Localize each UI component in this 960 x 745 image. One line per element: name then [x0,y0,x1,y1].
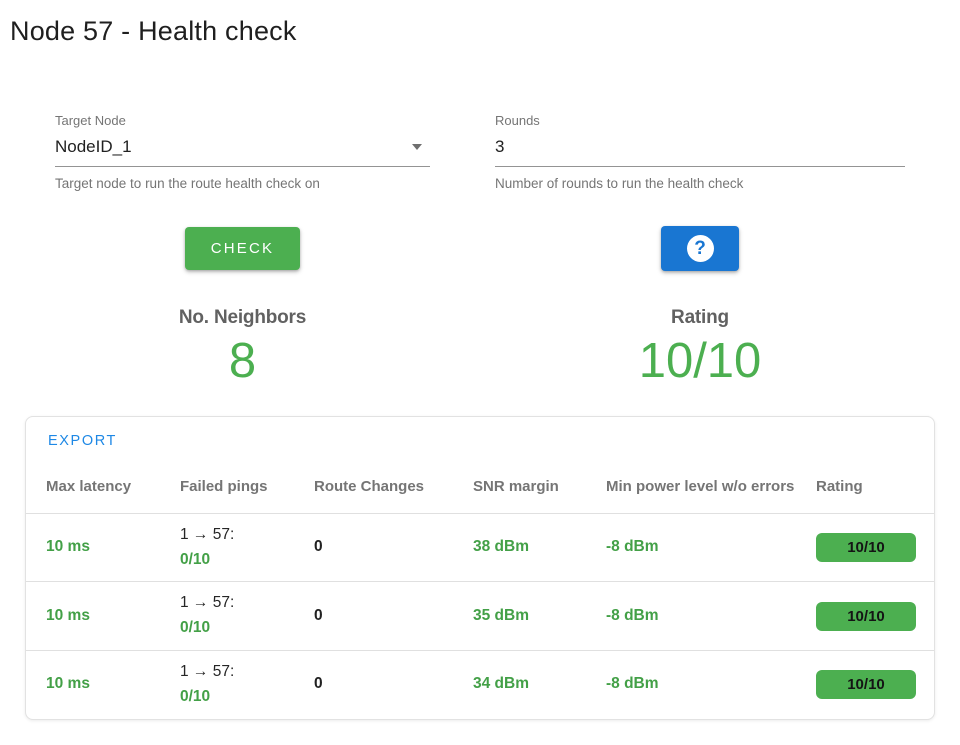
rounds-field-group: Rounds Number of rounds to run the healt… [495,113,905,191]
column-header-failed-pings: Failed pings [180,478,268,495]
rating-badge: 10/10 [816,533,916,563]
check-button[interactable]: CHECK [184,227,301,270]
failed-pings-score: 0/10 [180,619,211,637]
rating-stat-value: 10/10 [638,334,762,388]
target-node-selected-value: NodeID_1 [55,137,132,156]
column-header-min-power: Min power level w/o errors [606,478,795,495]
table-row: 10 ms 1 → 57: 0/10 0 38 dBm -8 dBm 10/10 [26,513,934,582]
target-node-label: Target Node [55,113,126,128]
health-check-form: Target Node NodeID_1 Target node to run … [55,113,905,191]
max-latency-cell: 10 ms [46,675,90,693]
rounds-input[interactable] [495,137,905,157]
failed-pings-route: 1 → 57: [180,594,235,612]
table-body: 10 ms 1 → 57: 0/10 0 38 dBm -8 dBm 10/10… [26,513,934,718]
question-mark-icon: ? [686,235,714,262]
route-changes-cell: 0 [314,538,323,556]
rating-badge: 10/10 [816,601,916,631]
chevron-down-icon [412,144,422,150]
rating-cell: 10/10 [816,513,934,582]
actions-row: CHECK ? [55,226,905,271]
neighbors-stat-value: 8 [228,334,257,388]
rounds-helper-text: Number of rounds to run the health check [495,176,744,191]
failed-pings-score: 0/10 [180,550,211,568]
target-node-field-group: Target Node NodeID_1 Target node to run … [55,113,430,191]
table-header-row: Max latency Failed pings Route Changes S… [26,462,934,513]
min-power-cell: -8 dBm [606,606,659,624]
stats-row: No. Neighbors 8 Rating 10/10 [55,307,905,386]
failed-pings-cell: 1 → 57: 0/10 [180,513,314,582]
route-changes-cell: 0 [314,675,323,693]
rating-cell: 10/10 [816,650,934,718]
target-node-helper-text: Target node to run the route health chec… [55,176,320,191]
min-power-cell: -8 dBm [606,675,659,693]
column-header-rating: Rating [816,478,863,495]
snr-margin-cell: 38 dBm [473,538,529,556]
export-button[interactable]: EXPORT [48,433,117,449]
route-changes-cell: 0 [314,606,323,624]
rating-cell: 10/10 [816,582,934,651]
help-button[interactable]: ? [661,226,739,271]
snr-margin-cell: 34 dBm [473,675,529,693]
neighbors-stat-label: No. Neighbors [178,307,307,328]
target-node-select[interactable]: NodeID_1 [55,135,430,167]
page-title: Node 57 - Health check [10,16,297,46]
failed-pings-route: 1 → 57: [180,662,235,680]
rating-stat: Rating 10/10 [495,307,905,386]
rating-stat-label: Rating [671,307,729,328]
column-header-max-latency: Max latency [46,478,132,495]
rounds-label: Rounds [495,113,540,128]
results-table: Max latency Failed pings Route Changes S… [26,462,934,719]
column-header-route-changes: Route Changes [314,478,425,495]
table-row: 10 ms 1 → 57: 0/10 0 35 dBm -8 dBm 10/10 [26,581,934,651]
min-power-cell: -8 dBm [606,538,659,556]
snr-margin-cell: 35 dBm [473,606,529,624]
max-latency-cell: 10 ms [46,606,90,624]
failed-pings-cell: 1 → 57: 0/10 [180,650,314,718]
table-row: 10 ms 1 → 57: 0/10 0 34 dBm -8 dBm 10/10 [26,650,934,718]
failed-pings-score: 0/10 [180,687,211,705]
failed-pings-route: 1 → 57: [180,525,235,543]
column-header-snr-margin: SNR margin [473,478,559,495]
rounds-control [495,135,905,167]
neighbors-stat: No. Neighbors 8 [55,307,430,386]
failed-pings-cell: 1 → 57: 0/10 [180,582,314,651]
rating-badge: 10/10 [816,670,916,700]
results-card: EXPORT Max latency Failed pings Route Ch… [25,416,935,720]
max-latency-cell: 10 ms [46,538,90,556]
